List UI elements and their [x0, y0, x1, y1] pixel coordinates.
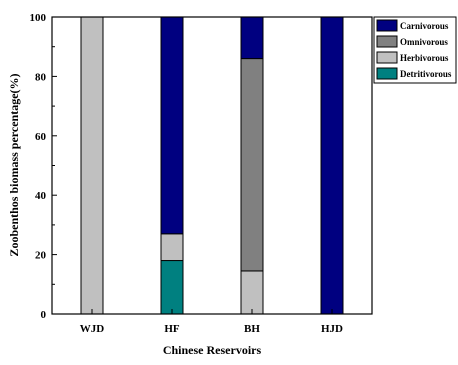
bar-segment-hf-herbivorous — [160, 233, 184, 262]
x-tick-label: HF — [164, 323, 180, 335]
legend-label-carnivorous: Carnivorous — [400, 21, 449, 31]
bar-segment-hf-carnivorous — [160, 16, 184, 235]
y-axis: 0 20 40 60 80 100 — [30, 12, 57, 321]
x-tick-label: BH — [244, 323, 260, 335]
x-tick-label: HJD — [321, 323, 343, 335]
legend-swatch-omnivorous — [376, 35, 398, 48]
bar-segment-bh-herbivorous — [240, 270, 264, 315]
legend-swatch-carnivorous — [376, 19, 398, 32]
x-axis-title: Chinese Reservoirs — [163, 343, 262, 357]
legend-label-herbivorous: Herbivorous — [400, 53, 449, 63]
x-tick-label: WJD — [80, 323, 105, 335]
legend-swatch-herbivorous — [376, 51, 398, 64]
y-tick-label: 20 — [35, 250, 47, 262]
bar-segment-wjd-herbivorous — [80, 16, 104, 315]
y-tick-label: 60 — [35, 131, 47, 143]
bars-layer — [80, 16, 344, 315]
y-axis-title: Zoobenthos biomass percentage(%) — [7, 73, 21, 256]
bar-segment-hf-detritivorous — [160, 260, 184, 315]
y-tick-label: 100 — [30, 12, 47, 24]
legend-swatch-detritivorous — [376, 67, 398, 80]
y-tick-label: 80 — [35, 71, 47, 83]
legend-label-omnivorous: Omnivorous — [400, 37, 448, 47]
bar-segment-bh-omnivorous — [240, 58, 264, 272]
bar-segment-hjd-carnivorous — [320, 16, 344, 315]
y-tick-label: 40 — [35, 190, 47, 202]
legend: Carnivorous Omnivorous Herbivorous Detritiv… — [373, 16, 457, 84]
legend-label-detritivorous: Detritivorous — [400, 69, 452, 79]
bar-segment-bh-carnivorous — [240, 16, 264, 60]
y-tick-label: 0 — [41, 309, 47, 321]
x-axis: WJD HF BH HJD — [80, 309, 343, 335]
